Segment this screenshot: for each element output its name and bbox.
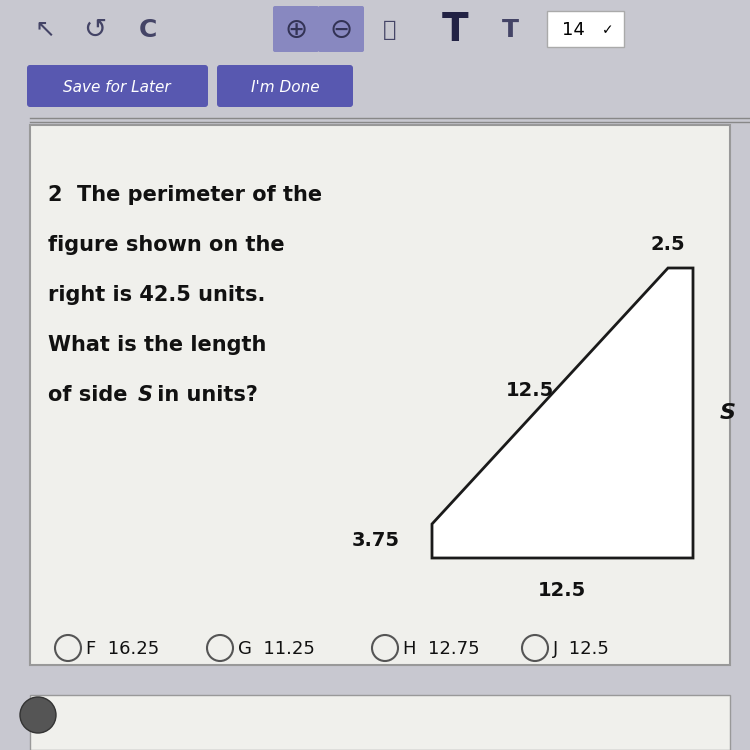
Bar xyxy=(30,695,730,750)
Text: F  16.25: F 16.25 xyxy=(86,640,159,658)
Text: 3.75: 3.75 xyxy=(352,530,400,550)
FancyBboxPatch shape xyxy=(217,65,353,107)
Text: ↺: ↺ xyxy=(83,16,106,44)
FancyBboxPatch shape xyxy=(27,65,208,107)
FancyBboxPatch shape xyxy=(318,6,364,52)
Text: right is 42.5 units.: right is 42.5 units. xyxy=(48,285,266,305)
Text: 2  The perimeter of the: 2 The perimeter of the xyxy=(48,185,322,205)
Text: ✓: ✓ xyxy=(602,23,613,37)
FancyBboxPatch shape xyxy=(547,11,624,47)
Polygon shape xyxy=(432,268,693,558)
Text: figure shown on the: figure shown on the xyxy=(48,235,285,255)
Text: Save for Later: Save for Later xyxy=(63,80,171,94)
Text: ⊖: ⊖ xyxy=(329,16,352,44)
Text: 12.5: 12.5 xyxy=(506,380,554,400)
FancyBboxPatch shape xyxy=(273,6,319,52)
Text: 2.5: 2.5 xyxy=(651,236,686,254)
Text: I'm Done: I'm Done xyxy=(251,80,320,94)
Text: T: T xyxy=(502,18,518,42)
Text: ⊕: ⊕ xyxy=(284,16,308,44)
Bar xyxy=(0,0,750,55)
Text: of side: of side xyxy=(48,385,135,405)
Text: in units?: in units? xyxy=(150,385,258,405)
Text: J  12.5: J 12.5 xyxy=(553,640,610,658)
Text: S: S xyxy=(138,385,153,405)
Text: ↖: ↖ xyxy=(34,18,56,42)
Text: T: T xyxy=(442,11,468,49)
Circle shape xyxy=(20,697,56,733)
Text: What is the length: What is the length xyxy=(48,335,266,355)
Bar xyxy=(30,125,730,665)
Text: C: C xyxy=(139,18,158,42)
Text: 🗑: 🗑 xyxy=(383,20,397,40)
Text: H  12.75: H 12.75 xyxy=(403,640,480,658)
Text: S: S xyxy=(720,403,736,423)
Text: G  11.25: G 11.25 xyxy=(238,640,315,658)
Text: 12.5: 12.5 xyxy=(538,580,586,599)
Text: 14: 14 xyxy=(562,21,584,39)
